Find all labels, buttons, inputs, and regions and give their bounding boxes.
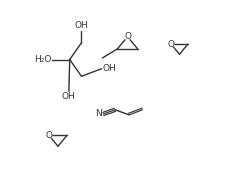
Text: O: O [45,131,52,140]
Circle shape [46,133,52,138]
Circle shape [125,34,130,40]
Text: H₂O: H₂O [34,55,51,64]
Circle shape [169,42,174,47]
Text: OH: OH [62,92,76,101]
Text: O: O [124,32,131,41]
Text: N: N [95,109,102,119]
Text: OH: OH [102,64,116,73]
Text: OH: OH [74,21,88,30]
Text: O: O [168,40,175,49]
